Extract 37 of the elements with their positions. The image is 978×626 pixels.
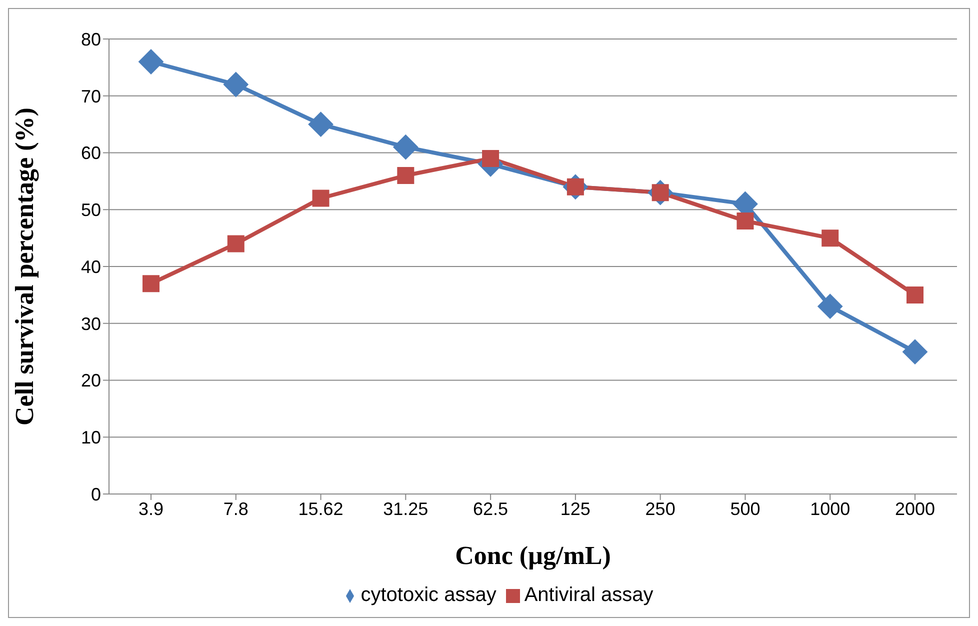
y-tick-label: 40 [80, 256, 101, 277]
point [906, 286, 924, 304]
x-tick-label: 2000 [894, 498, 936, 519]
y-tick-label: 30 [80, 314, 101, 334]
y-tick-label: 50 [80, 200, 101, 220]
y-tick-label: 20 [80, 370, 101, 391]
y-tick-label: 0 [90, 484, 101, 504]
point [482, 150, 500, 167]
x-tick-label: 125 [560, 498, 590, 519]
x-tick-label: 500 [730, 498, 760, 519]
x-tick-label: 62.5 [473, 498, 508, 519]
point [308, 112, 334, 137]
x-tick-label: 7.8 [223, 498, 248, 519]
point [223, 72, 248, 97]
point [397, 167, 414, 184]
y-axis-title: Cell survival percentage (%) [10, 108, 40, 426]
point [736, 212, 754, 230]
point [393, 134, 418, 160]
legend-label: cytotoxic assay [360, 584, 496, 606]
x-tick-label: 3.9 [138, 498, 164, 519]
x-tick-label: 250 [645, 498, 676, 519]
point [818, 294, 843, 319]
legend-label: Antiviral assay [524, 584, 654, 606]
y-tick-label: 10 [80, 428, 101, 448]
y-tick-label: 70 [80, 86, 101, 106]
y-tick-label: 80 [80, 29, 101, 50]
point [138, 49, 164, 74]
x-axis-title: Conc (µg/mL) [455, 541, 611, 570]
point [822, 230, 839, 247]
x-tick-label: 31.25 [383, 498, 428, 519]
point [142, 275, 160, 292]
y-tick-label: 60 [80, 143, 101, 164]
point [312, 190, 330, 207]
point [227, 235, 244, 252]
x-tick-label: 1000 [810, 498, 850, 519]
point [902, 339, 928, 364]
x-tick-label: 15.62 [298, 498, 344, 519]
